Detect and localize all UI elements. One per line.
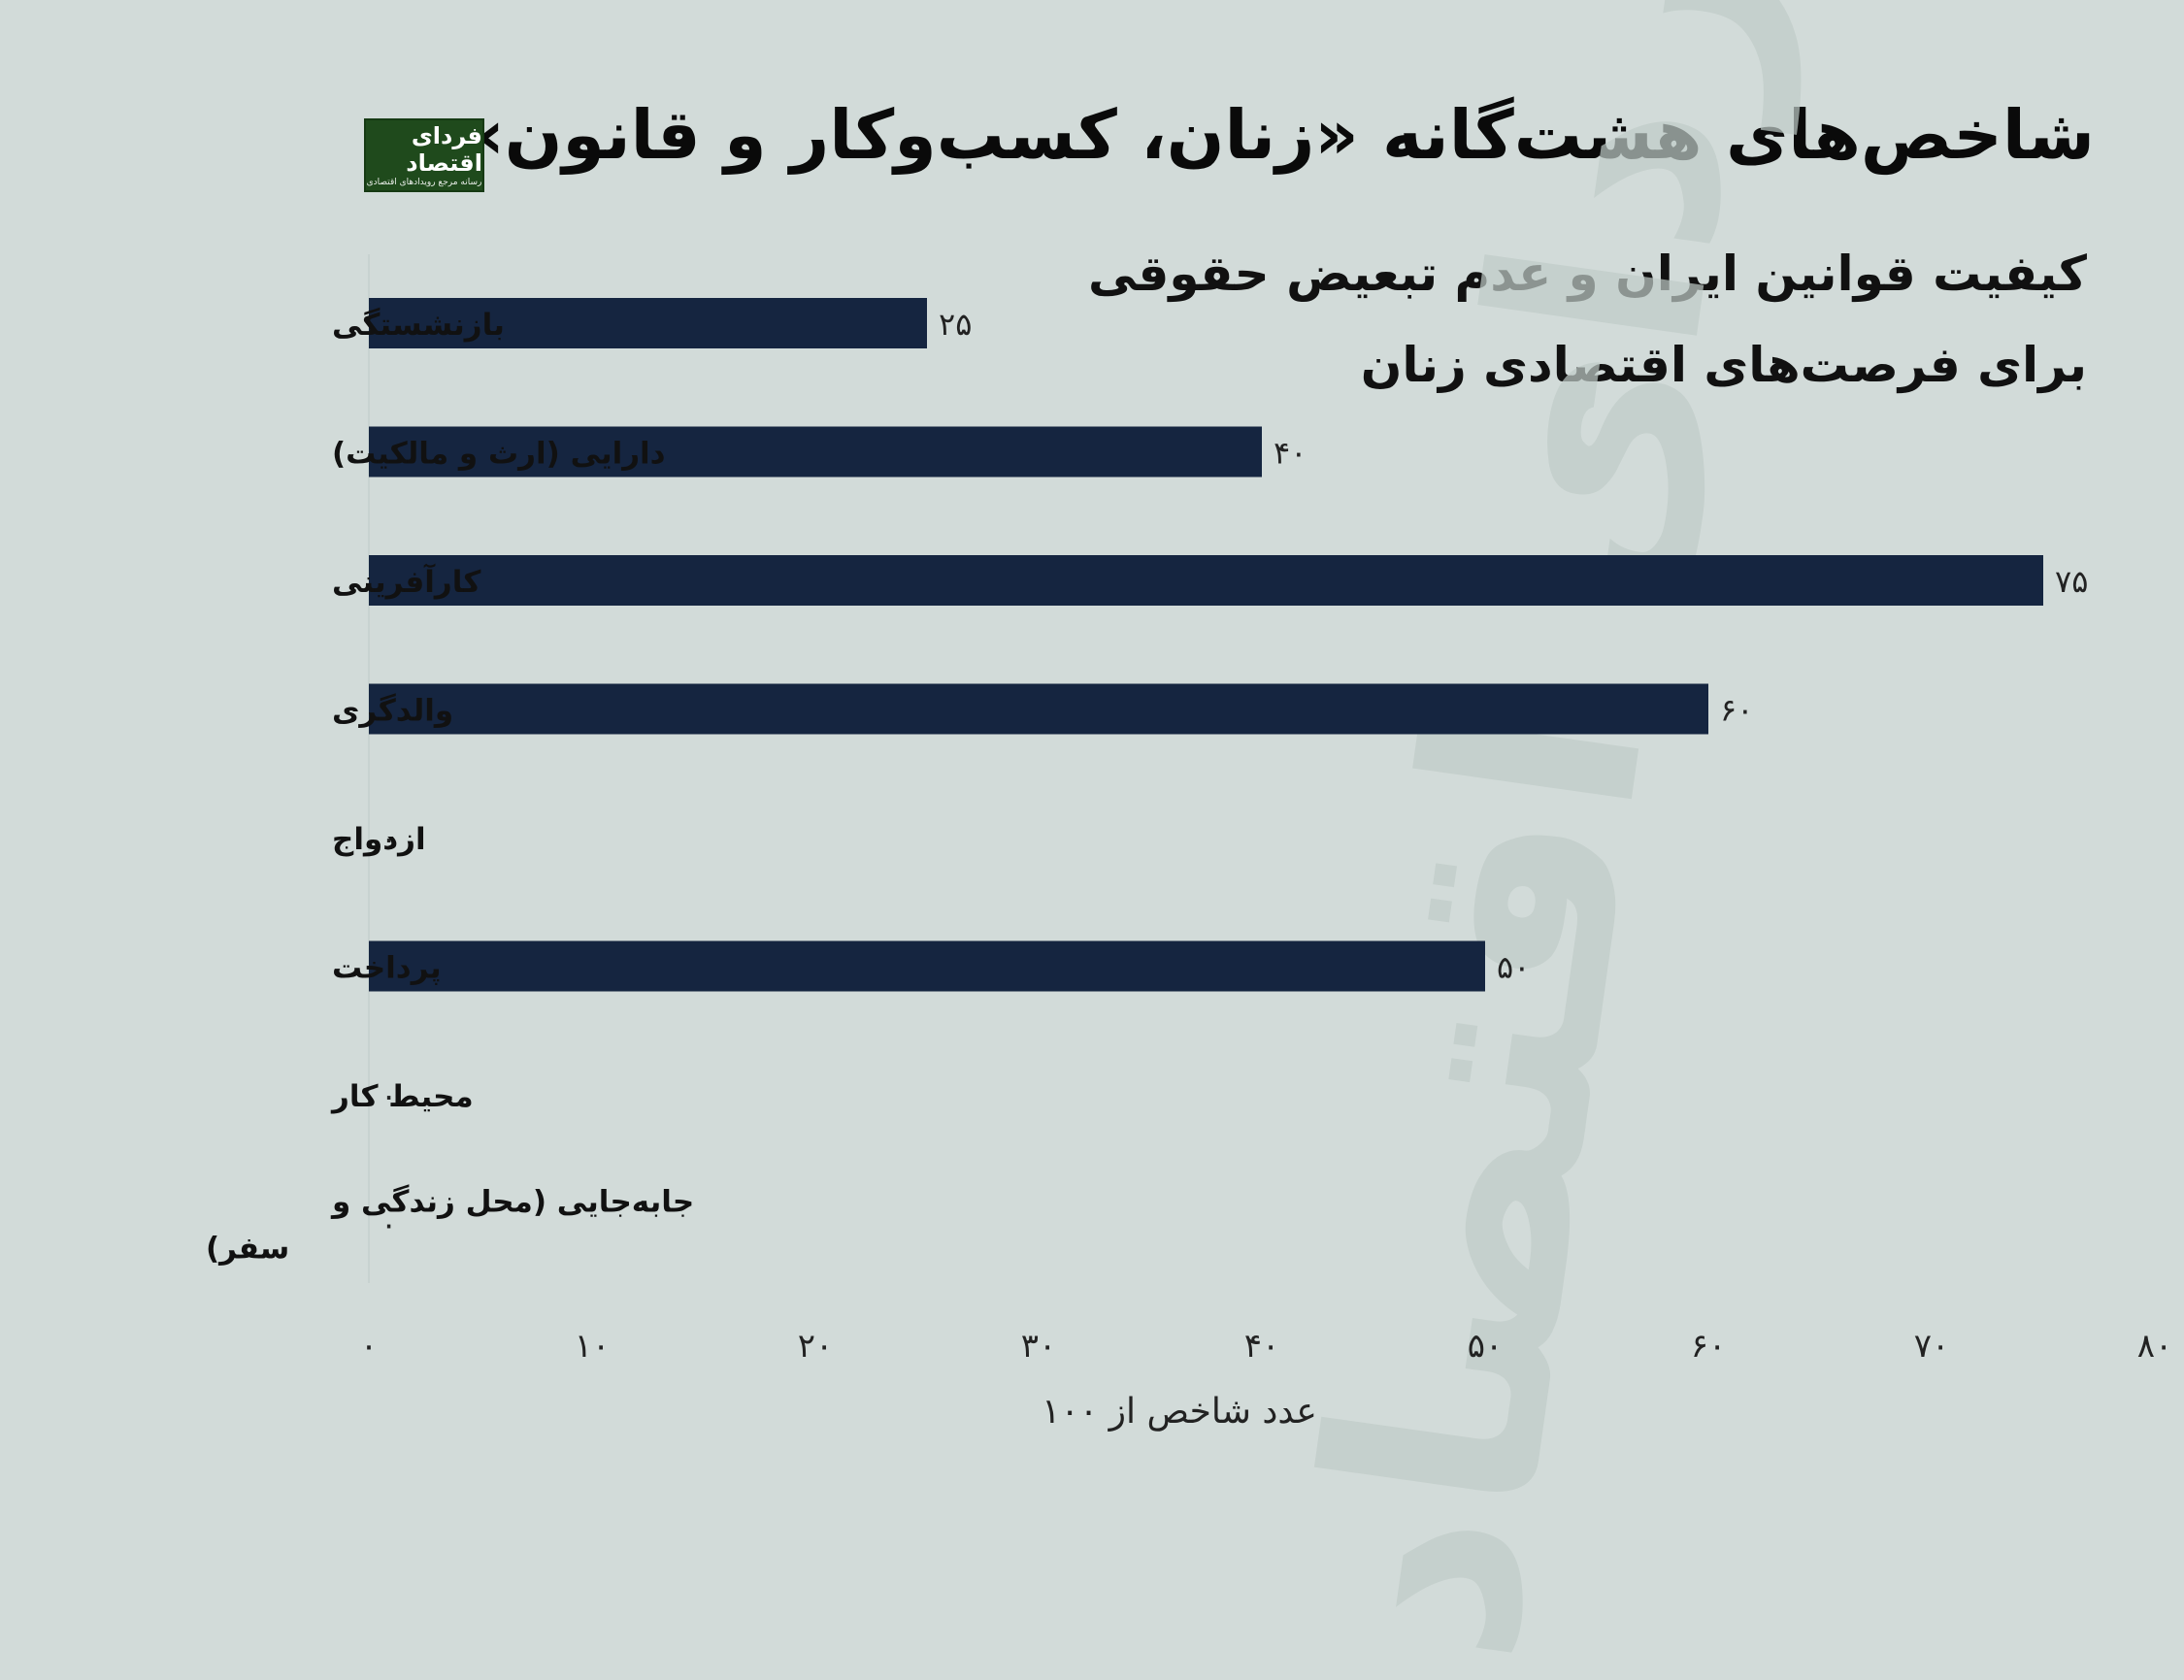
x-tick-label-4: ۴۰ [1244,1327,1280,1366]
x-tick-label-0: ۰ [360,1327,378,1366]
data-label-0: ۲۵ [939,306,972,343]
brand-logo: فردای اقتصاد رسانه مرجع رویدادهای اقتصاد… [364,118,484,192]
page-title: شاخص‌های هشت‌گانه «زنان، کسب‌وکار و قانو… [460,95,2095,175]
data-label-1: ۴۰ [1274,435,1307,472]
category-label-3-line-0: والدگری [332,693,453,729]
bar-1 [369,426,1262,478]
bar-2 [369,555,2043,606]
subtitle-line-2: برای فرصت‌های اقتصادی زنان [1360,337,2087,393]
x-tick-label-2: ۲۰ [798,1327,834,1366]
logo-tagline: رسانه مرجع رویدادهای اقتصادی [366,178,482,187]
bar-0 [369,298,927,348]
bar-5 [369,940,1485,992]
data-label-6: ۰ [381,1077,397,1114]
category-label-2-line-0: کارآفرینی [332,563,481,600]
category-label-4: ازدواج [332,822,426,857]
category-label-5: پرداخت [332,951,442,986]
chart-subtitle: کیفیت قوانین ایران و عدم تبعیض حقوقی برا… [1088,228,2087,411]
data-label-2: ۷۵ [2055,563,2088,600]
data-label-3: ۶۰ [1720,692,1753,729]
x-axis-title: عدد شاخص از ۱۰۰ [1042,1392,1317,1432]
category-label-0: بازنشستگی [332,307,505,343]
x-tick-label-8: ۸۰ [2137,1327,2173,1366]
category-label-7-line-0: جابه‌جایی (محل زندگی و [330,1184,694,1220]
subtitle-line-1: کیفیت قوانین ایران و عدم تبعیض حقوقی [1088,246,2087,302]
category-label-6: محیط کار [330,1079,474,1114]
ticks-layer: ۰ ۱۰ ۲۰ ۳۰ ۴۰ ۵۰ ۶۰ ۷۰ ۸۰ [360,1327,2172,1366]
data-label-5: ۵۰ [1497,949,1530,986]
category-label-6-line-0: محیط کار [330,1079,474,1114]
bar-chart: ۲۵ بازنشستگی ۴۰ دارایی (ارث و مالکیت) ۷۵ کارآ… [206,254,2172,1432]
x-tick-label-5: ۵۰ [1468,1327,1504,1366]
logo-text: فردای اقتصاد [406,122,482,177]
category-label-3: والدگری [332,693,453,729]
labels-layer: ۲۵ بازنشستگی ۴۰ دارایی (ارث و مالکیت) ۷۵ کارآ… [206,306,2088,1267]
x-tick-label-6: ۶۰ [1691,1327,1727,1366]
category-label-7: جابه‌جایی (محل زندگی و سفر) [206,1184,694,1267]
category-label-2: کارآفرینی [332,563,481,600]
x-tick-label-1: ۱۰ [575,1327,611,1366]
bars-layer [369,298,2043,992]
category-label-0-line-0: بازنشستگی [332,307,505,343]
data-label-4: ۰ [381,820,397,857]
data-label-7: ۰ [381,1206,397,1243]
category-label-7-line-1: سفر) [206,1232,289,1267]
x-tick-label-3: ۳۰ [1021,1327,1057,1366]
bar-3 [369,683,1708,735]
category-label-1-line-0: دارایی (ارث و مالکیت) [332,437,666,472]
category-label-1: دارایی (ارث و مالکیت) [332,437,666,472]
category-label-4-line-0: ازدواج [332,822,426,857]
category-label-5-line-0: پرداخت [332,951,442,986]
x-tick-label-7: ۷۰ [1914,1327,1950,1366]
